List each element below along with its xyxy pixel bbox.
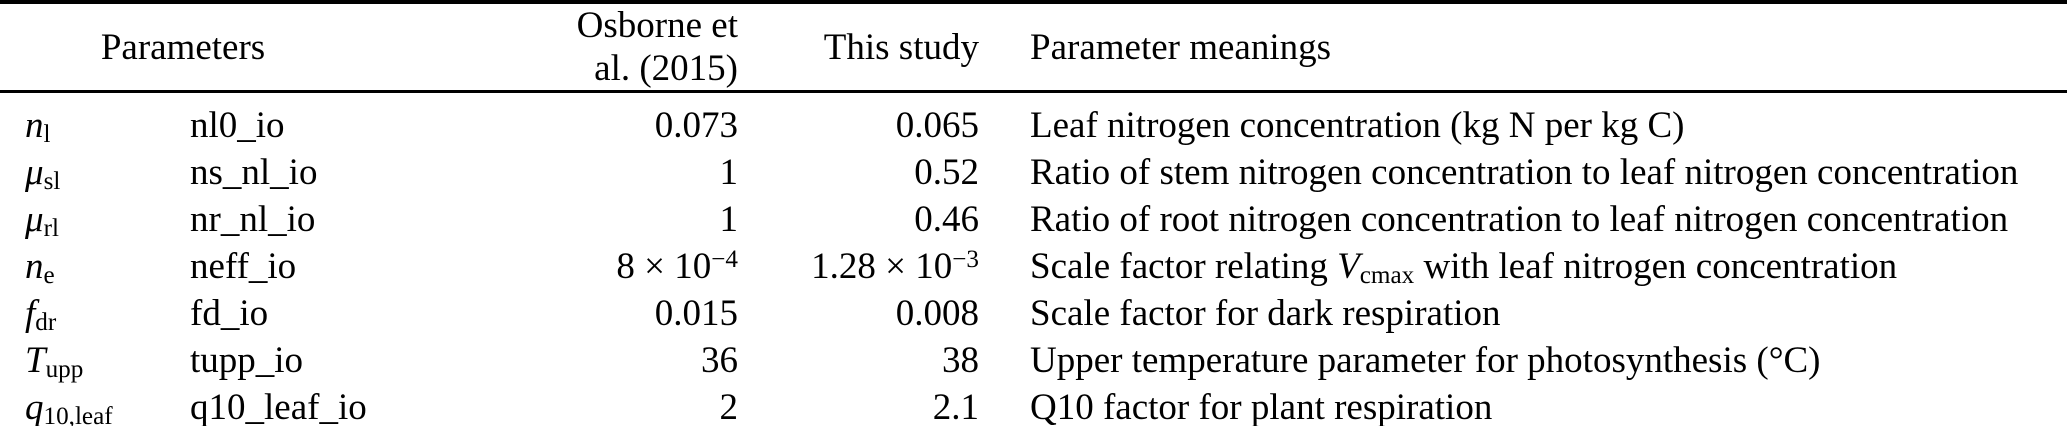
param-meaning: Ratio of root nitrogen concentration to … (1030, 199, 2009, 240)
study-value: 1.28 × 10−3 (811, 245, 979, 287)
header-parameters: Parameters (0, 2, 560, 93)
param-symbol: Tupp (0, 337, 190, 384)
header-parameter-meanings: Parameter meanings (979, 2, 2067, 93)
header-osborne: Osborne et al. (2015) (560, 2, 738, 93)
osborne-value: 1 (719, 152, 739, 193)
param-name: q10_leaf_io (190, 387, 367, 426)
param-symbol: ne (0, 243, 190, 290)
param-meaning: Leaf nitrogen concentration (kg N per kg… (1030, 105, 1685, 146)
param-meaning: Scale factor relating Vcmax with leaf ni… (1030, 246, 1898, 289)
table-row: μrl nr_nl_io 1 0.46 Ratio of root nitrog… (0, 196, 2067, 243)
param-symbol: μrl (0, 196, 190, 243)
math-subscript: cmax (1359, 261, 1415, 289)
symbol-base: μ (25, 199, 44, 240)
param-symbol: μsl (0, 149, 190, 196)
symbol-base: n (25, 105, 44, 146)
param-name: nl0_io (190, 105, 285, 146)
param-meaning: Ratio of stem nitrogen concentration to … (1030, 152, 2019, 193)
param-name: fd_io (190, 293, 269, 334)
table-row: nl nl0_io 0.073 0.065 Leaf nitrogen conc… (0, 92, 2067, 150)
exponent: −3 (952, 245, 979, 273)
symbol-subscript: dr (35, 308, 57, 336)
param-symbol: nl (0, 92, 190, 150)
symbol-subscript: l (43, 120, 51, 148)
table-row: q10,leaf q10_leaf_io 2 2.1 Q10 factor fo… (0, 384, 2067, 426)
osborne-value: 1 (719, 199, 739, 240)
param-name: ns_nl_io (190, 152, 318, 193)
param-name: neff_io (190, 246, 297, 287)
symbol-subscript: 10,leaf (43, 402, 113, 426)
table-row: Tupp tupp_io 36 38 Upper temperature par… (0, 337, 2067, 384)
param-name: tupp_io (190, 340, 304, 381)
math-var: V (1337, 246, 1360, 287)
symbol-subscript: upp (45, 355, 84, 383)
table-row: fdr fd_io 0.015 0.008 Scale factor for d… (0, 290, 2067, 337)
symbol-subscript: sl (43, 167, 61, 195)
osborne-value: 36 (701, 340, 738, 381)
study-value: 38 (942, 340, 979, 381)
study-value: 0.008 (895, 293, 979, 334)
symbol-subscript: rl (43, 214, 59, 242)
symbol-base: μ (25, 152, 44, 193)
symbol-base: f (25, 293, 36, 334)
param-name: nr_nl_io (190, 199, 316, 240)
param-meaning: Q10 factor for plant respiration (1030, 387, 1493, 426)
symbol-base: T (25, 340, 46, 381)
table-row: ne neff_io 8 × 10−4 1.28 × 10−3 Scale fa… (0, 243, 2067, 290)
symbol-base: q (25, 387, 44, 426)
study-value: 0.065 (895, 105, 979, 146)
study-value: 0.46 (914, 199, 979, 240)
study-value: 2.1 (932, 387, 979, 426)
table-row: μsl ns_nl_io 1 0.52 Ratio of stem nitrog… (0, 149, 2067, 196)
param-meaning: Scale factor for dark respiration (1030, 293, 1501, 334)
param-meaning: Upper temperature parameter for photosyn… (1030, 340, 1821, 381)
header-row: Parameters Osborne et al. (2015) This st… (0, 2, 2067, 93)
osborne-value: 2 (719, 387, 739, 426)
osborne-value: 8 × 10−4 (616, 245, 738, 287)
exponent: −4 (711, 245, 738, 273)
param-symbol: fdr (0, 290, 190, 337)
param-symbol: q10,leaf (0, 384, 190, 426)
symbol-base: n (25, 246, 44, 287)
study-value: 0.52 (914, 152, 979, 193)
symbol-subscript: e (43, 261, 55, 289)
osborne-value: 0.073 (654, 105, 738, 146)
osborne-value: 0.015 (654, 293, 738, 334)
header-this-study: This study (738, 2, 979, 93)
